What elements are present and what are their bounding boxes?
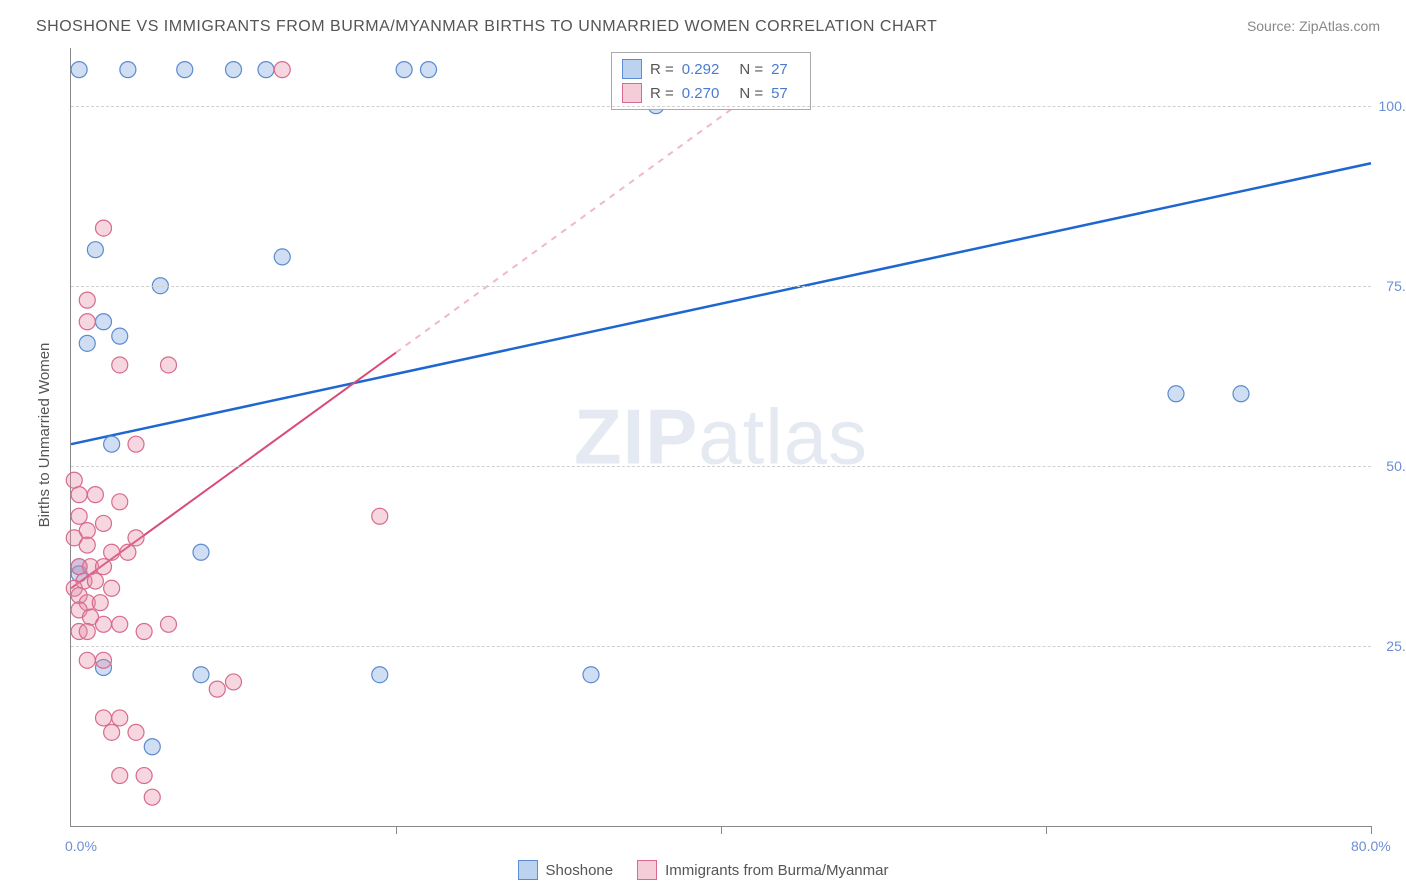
stats-row: R = 0.270 N = 57 [622,81,800,105]
data-point [177,62,193,78]
data-point [421,62,437,78]
data-point [128,530,144,546]
data-point [71,62,87,78]
legend-label: Immigrants from Burma/Myanmar [665,862,888,879]
legend-item: Shoshone [518,860,614,880]
x-tick-label: 0.0% [65,838,97,854]
legend-item: Immigrants from Burma/Myanmar [637,860,888,880]
data-point [372,667,388,683]
data-point [96,314,112,330]
stat-r-label: R = [650,61,674,78]
data-point [396,62,412,78]
data-point [144,739,160,755]
data-point [87,573,103,589]
stat-n-value: 57 [771,85,788,102]
data-point [96,515,112,531]
data-point [1233,386,1249,402]
data-point [193,667,209,683]
data-point [372,508,388,524]
data-point [128,436,144,452]
legend-label: Shoshone [546,862,614,879]
legend-swatch [622,83,642,103]
legend-swatch [637,860,657,880]
data-point [161,616,177,632]
data-point [96,220,112,236]
stat-n-value: 27 [771,61,788,78]
data-point [104,544,120,560]
stat-n-label: N = [739,85,763,102]
data-point [136,768,152,784]
data-point [87,242,103,258]
data-point [79,335,95,351]
data-point [112,357,128,373]
data-point [71,487,87,503]
gridline [71,466,1371,467]
data-point [226,674,242,690]
stat-r-label: R = [650,85,674,102]
data-point [120,62,136,78]
data-point [274,62,290,78]
bottom-legend: Shoshone Immigrants from Burma/Myanmar [0,860,1406,880]
data-point [112,328,128,344]
data-point [583,667,599,683]
x-tick-label: 80.0% [1351,838,1391,854]
gridline [71,286,1371,287]
stats-legend: R = 0.292 N = 27 R = 0.270 N = 57 [611,52,811,110]
data-point [79,292,95,308]
data-point [96,710,112,726]
y-tick-label: 100.0% [1379,98,1406,114]
chart-title: SHOSHONE VS IMMIGRANTS FROM BURMA/MYANMA… [36,18,937,36]
plot-svg [71,48,1371,826]
data-point [193,544,209,560]
data-point [104,436,120,452]
data-point [136,624,152,640]
x-tick [721,826,722,834]
data-point [96,652,112,668]
data-point [104,580,120,596]
data-point [128,724,144,740]
data-point [87,487,103,503]
data-point [112,710,128,726]
data-point [1168,386,1184,402]
x-tick [1046,826,1047,834]
data-point [79,314,95,330]
data-point [120,544,136,560]
gridline [71,646,1371,647]
y-axis-label: Births to Unmarried Women [36,343,53,528]
data-point [79,624,95,640]
x-tick [396,826,397,834]
trend-line-dashed [396,70,786,353]
data-point [161,357,177,373]
data-point [96,559,112,575]
legend-swatch [518,860,538,880]
plot-area: ZIPatlas R =0.292N =27R =0.270N =57 25.0… [70,48,1371,827]
data-point [71,508,87,524]
data-point [209,681,225,697]
data-point [79,652,95,668]
data-point [79,537,95,553]
data-point [226,62,242,78]
data-point [274,249,290,265]
legend-swatch [622,59,642,79]
y-tick-label: 25.0% [1386,638,1406,654]
data-point [144,789,160,805]
data-point [66,472,82,488]
stat-n-label: N = [739,61,763,78]
data-point [258,62,274,78]
data-point [112,494,128,510]
x-tick [1371,826,1372,834]
data-point [112,768,128,784]
y-tick-label: 50.0% [1386,458,1406,474]
source-attribution: Source: ZipAtlas.com [1247,18,1380,34]
stat-r-value: 0.270 [682,85,720,102]
data-point [112,616,128,632]
gridline [71,106,1371,107]
data-point [104,724,120,740]
stat-r-value: 0.292 [682,61,720,78]
y-tick-label: 75.0% [1386,278,1406,294]
data-point [92,595,108,611]
data-point [96,616,112,632]
stats-row: R = 0.292 N = 27 [622,57,800,81]
